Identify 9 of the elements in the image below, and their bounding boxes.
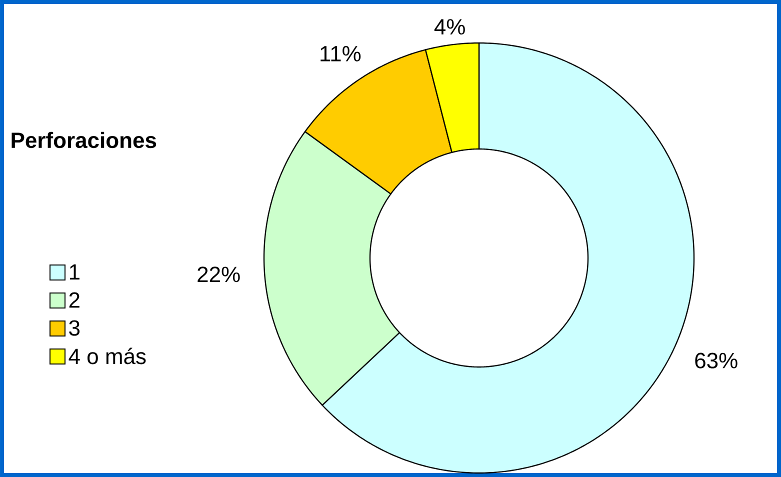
data-label: 11%	[320, 46, 361, 62]
data-label: 4%	[434, 19, 465, 35]
data-label: 22%	[198, 266, 240, 282]
data-label: 63%	[695, 352, 738, 368]
legend-label: 4 o más	[68, 348, 146, 364]
legend-title: Perforaciones	[12, 132, 156, 148]
legend-label: 1	[70, 264, 80, 280]
legend-label: 3	[69, 320, 80, 336]
legend-label: 2	[69, 292, 80, 308]
